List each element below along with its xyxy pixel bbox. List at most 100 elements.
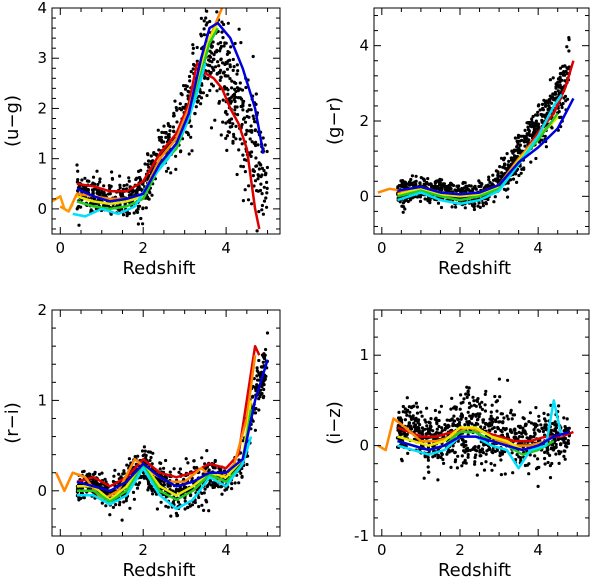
scatter-point xyxy=(178,106,182,111)
scatter-point xyxy=(546,460,550,465)
scatter-point xyxy=(423,455,427,459)
scatter-point xyxy=(447,449,451,453)
scatter-point xyxy=(76,178,80,182)
scatter-point xyxy=(522,166,526,170)
scatter-point xyxy=(509,408,513,412)
scatter-point xyxy=(79,491,83,495)
scatter-point xyxy=(495,448,499,452)
scatter-point xyxy=(212,57,216,61)
scatter-point xyxy=(418,181,422,185)
scatter-point xyxy=(221,36,225,40)
scatter-point xyxy=(517,430,521,434)
scatter-point xyxy=(462,449,466,453)
scatter-point xyxy=(401,404,405,409)
scatter-point xyxy=(544,145,549,149)
scatter-point xyxy=(530,117,534,121)
scatter-point xyxy=(219,41,223,45)
scatter-point xyxy=(233,108,237,112)
scatter-point xyxy=(199,96,204,100)
scatter-point xyxy=(95,169,99,173)
scatter-point xyxy=(230,125,234,129)
scatter-point xyxy=(412,404,416,408)
scatter-point xyxy=(246,454,250,458)
scatter-point xyxy=(75,207,79,211)
scatter-point xyxy=(240,475,244,479)
scatter-point xyxy=(536,457,540,461)
scatter-point xyxy=(216,485,221,489)
scatter-point xyxy=(420,426,424,430)
scatter-point xyxy=(440,429,444,433)
scatter-point xyxy=(252,117,256,121)
scatter-point xyxy=(232,132,236,136)
scatter-point xyxy=(239,41,243,45)
scatter-point xyxy=(528,411,533,415)
scatter-point xyxy=(564,69,568,73)
scatter-point xyxy=(408,425,412,429)
scatter-point xyxy=(241,165,245,169)
scatter-point xyxy=(168,129,172,133)
scatter-point xyxy=(481,418,486,422)
scatter-point xyxy=(528,453,532,457)
scatter-point xyxy=(483,425,487,430)
scatter-point xyxy=(498,454,502,458)
scatter-point xyxy=(230,487,234,491)
scatter-point xyxy=(85,179,89,183)
scatter-point xyxy=(132,211,136,215)
scatter-point xyxy=(483,392,487,396)
scatter-point xyxy=(566,441,571,445)
scatter-point xyxy=(109,184,113,188)
scatter-point xyxy=(199,34,203,38)
x-axis-title: Redshift xyxy=(438,258,511,279)
scatter-point xyxy=(235,63,239,67)
scatter-point xyxy=(174,106,178,110)
x-tick-label: 4 xyxy=(221,541,231,559)
scatter-point xyxy=(466,455,470,459)
scatter-point xyxy=(530,120,534,124)
scatter-point xyxy=(175,120,179,124)
scatter-point xyxy=(534,119,539,123)
scatter-point xyxy=(221,71,225,75)
scatter-point xyxy=(533,130,537,134)
scatter-point xyxy=(249,108,253,112)
scatter-point xyxy=(149,154,153,158)
scatter-point xyxy=(473,184,477,188)
y-axis-title: (u−g) xyxy=(2,95,23,147)
scatter-point xyxy=(536,122,541,126)
scatter-point xyxy=(118,186,122,190)
scatter-point xyxy=(166,166,170,170)
scatter-point xyxy=(168,124,172,129)
scatter-point xyxy=(521,426,525,430)
y-tick-label: 2 xyxy=(37,301,47,319)
scatter-point xyxy=(512,413,517,417)
scatter-point xyxy=(560,105,564,110)
scatter-point xyxy=(186,94,190,98)
scatter-point xyxy=(548,476,553,480)
scatter-point xyxy=(403,410,407,414)
series-line-blue xyxy=(397,430,570,452)
scatter-point xyxy=(251,114,255,118)
scatter-point xyxy=(146,196,150,200)
scatter-point xyxy=(93,472,97,476)
scatter-point xyxy=(419,176,423,180)
scatter-point xyxy=(475,418,480,422)
scatter-point xyxy=(262,168,266,173)
scatter-point xyxy=(220,20,224,24)
scatter-point xyxy=(489,414,493,418)
scatter-point xyxy=(543,450,547,454)
scatter-point xyxy=(540,102,545,106)
scatter-point xyxy=(132,497,136,501)
scatter-point xyxy=(436,478,440,482)
scatter-point xyxy=(498,420,502,424)
scatter-point xyxy=(174,489,178,493)
scatter-point xyxy=(177,470,181,474)
series-line-blue xyxy=(397,97,575,196)
scatter-point xyxy=(189,70,193,74)
scatter-point xyxy=(457,184,461,188)
scatter-point xyxy=(265,186,269,190)
scatter-point xyxy=(544,419,548,423)
scatter-point xyxy=(200,456,204,460)
scatter-point xyxy=(523,136,527,140)
scatter-point xyxy=(184,485,188,489)
scatter-point xyxy=(265,205,269,209)
scatter-point xyxy=(225,86,229,90)
